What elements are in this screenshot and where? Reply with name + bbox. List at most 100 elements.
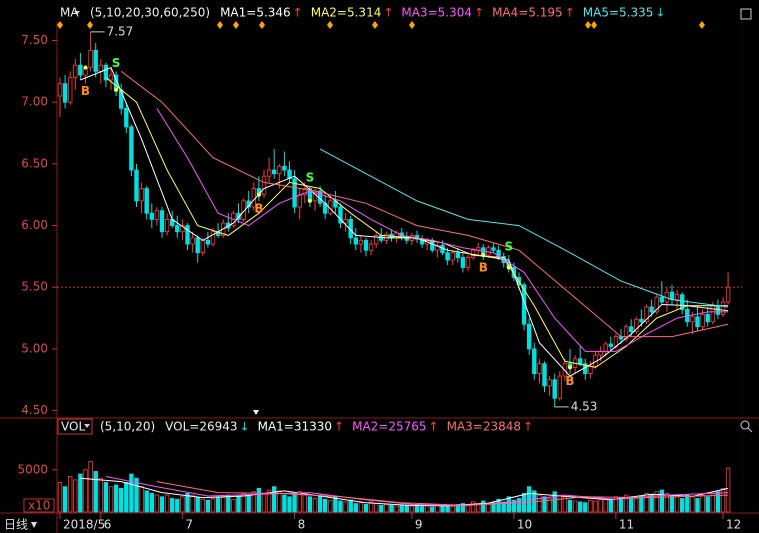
volume-bar — [282, 494, 287, 513]
zoom-button[interactable] — [740, 420, 750, 430]
volume-bar — [588, 499, 593, 513]
x-tick-label: 12 — [726, 518, 741, 532]
candle-body — [700, 313, 705, 328]
volume-bar — [695, 498, 700, 513]
candle-body — [195, 237, 200, 254]
volume-bar — [190, 494, 195, 513]
legend-entry: MA1=31330 — [258, 420, 332, 434]
volume-bar — [266, 489, 272, 513]
candle-body — [210, 231, 216, 245]
x-tick-label: 7 — [185, 518, 193, 532]
candle-body — [205, 239, 211, 245]
volume-bar — [108, 486, 114, 513]
candle-body — [68, 77, 73, 103]
event-marker — [591, 21, 597, 29]
candle-body — [537, 363, 542, 374]
volume-bar — [256, 487, 262, 513]
unit-box — [23, 498, 55, 513]
candle-body — [532, 348, 537, 374]
candle-body — [149, 212, 154, 220]
low-label: 4.53 — [571, 399, 598, 413]
candle-body — [144, 188, 149, 214]
volume-bar — [552, 491, 557, 513]
volume-bar — [578, 501, 583, 513]
volume-bar — [175, 498, 180, 513]
event-marker — [409, 21, 415, 29]
y-tick-label: 5000 — [17, 462, 48, 476]
volume-bar — [231, 498, 236, 513]
volume-bar — [608, 499, 613, 513]
candle-body — [639, 318, 644, 323]
volume-bar — [103, 482, 109, 513]
volume-bar — [348, 499, 353, 513]
candle-body — [108, 74, 114, 81]
indicator-params: (5,10,20,30,60,250) — [90, 6, 210, 20]
dropdown-arrow[interactable] — [74, 11, 80, 15]
period-label[interactable]: 日线 — [4, 518, 28, 532]
x-tick-label: 11 — [619, 518, 634, 532]
volume-bar — [572, 500, 578, 513]
volume-bar — [409, 505, 415, 513]
volume-bar — [57, 482, 63, 513]
signal-dot — [506, 265, 511, 270]
volume-bar — [373, 503, 379, 513]
cursor-marker — [253, 410, 259, 415]
legend-entry: VOL=26943 — [165, 420, 237, 434]
volume-bar — [149, 493, 154, 513]
event-marker — [327, 21, 333, 29]
volume-bar — [424, 505, 430, 513]
volume-bar — [302, 494, 307, 513]
period-arrow — [31, 522, 37, 528]
volume-bar — [368, 501, 374, 513]
signal-dot — [568, 365, 572, 370]
volume-bar — [338, 500, 343, 513]
volume-bar — [460, 503, 466, 513]
event-marker — [87, 21, 93, 29]
dropdown-arrow — [84, 424, 90, 428]
candle-body — [460, 257, 466, 268]
volume-bar — [634, 498, 639, 513]
legend-trend: ↓ — [655, 6, 665, 20]
volume-bar — [389, 504, 394, 513]
vol-selector-box[interactable] — [57, 418, 93, 435]
signal-label: B — [565, 374, 574, 388]
window-button[interactable] — [740, 8, 752, 20]
legend-entry: MA2=25765 — [352, 420, 426, 434]
candle-body — [98, 64, 103, 72]
candle-body — [180, 225, 185, 233]
volume-bar — [251, 491, 256, 513]
y-tick-label: 6.50 — [21, 156, 48, 170]
candle-body — [435, 244, 440, 251]
candle-body — [73, 64, 78, 78]
candle-body — [725, 286, 731, 303]
volume-bar — [271, 486, 277, 513]
volume-bar — [470, 501, 476, 513]
candle-body — [190, 237, 195, 245]
volume-bar — [516, 498, 522, 513]
volume-bar — [496, 498, 501, 513]
candle-body — [623, 326, 629, 340]
volume-bar — [144, 490, 149, 513]
legend-entry: MA1=5.346 — [220, 6, 291, 20]
volume-bar — [164, 494, 170, 513]
indicator-selector[interactable]: MA — [60, 6, 79, 20]
volume-bar — [200, 498, 205, 513]
volume-bar — [710, 493, 715, 513]
event-marker — [217, 21, 223, 29]
candle-body — [134, 169, 139, 202]
legend-trend: ↑ — [565, 6, 575, 20]
volume-bar — [475, 503, 481, 513]
volume-bar — [317, 494, 323, 513]
volume-bar — [379, 504, 384, 513]
indicator-params: (5,10,20) — [100, 420, 155, 434]
indicator-selector[interactable]: VOL — [61, 420, 85, 434]
volume-bar — [134, 477, 139, 513]
volume-bar — [537, 494, 542, 513]
candle-body — [297, 194, 302, 208]
volume-bar — [399, 504, 404, 513]
x-tick-label: 2018/5 — [63, 518, 105, 532]
volume-bar — [700, 494, 705, 513]
candle-body — [649, 306, 654, 313]
volume-bar — [639, 495, 644, 513]
ma-line — [80, 477, 729, 507]
